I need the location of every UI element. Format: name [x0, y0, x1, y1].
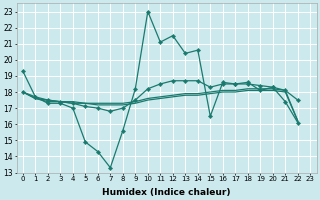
X-axis label: Humidex (Indice chaleur): Humidex (Indice chaleur): [102, 188, 231, 197]
